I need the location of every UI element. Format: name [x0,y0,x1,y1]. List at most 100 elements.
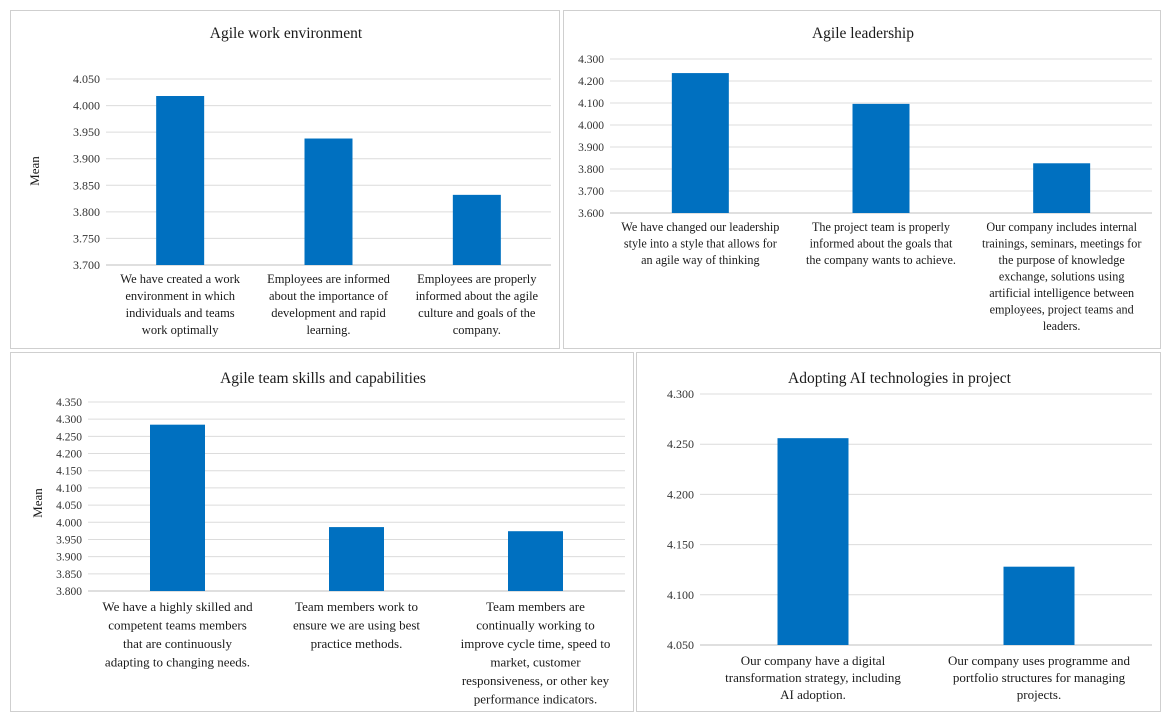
y-tick-label: 4.100 [578,98,604,110]
bar-2 [304,138,353,265]
chart-panel-agile-team-skills: Agile team skills and capabilities 3.800 3… [10,352,634,712]
y-tick-label: 3.900 [56,552,82,564]
y-tick-label: 4.100 [667,588,694,602]
bar-2 [329,527,384,591]
y-tick-label: 4.200 [667,487,694,501]
category-label-line: responsiveness, or other key [462,673,610,688]
y-tick-label: 3.800 [73,205,100,219]
category-label-line: transformation strategy, including [725,670,901,685]
category-label-1: We have created a work environment in whi… [120,272,241,337]
bar-2 [1003,566,1075,645]
chart-svg-agile-work-environment: Agile work environment 3.700 3.750 3.800 3.8… [27,25,551,337]
category-label-line: employees, project teams and [990,303,1134,317]
chart-title: Agile team skills and capabilities [220,370,426,387]
y-tick-label: 4.350 [56,397,82,409]
category-label-3: Our company includes internal trainings, … [982,220,1141,333]
y-tick-label: 4.250 [56,431,82,443]
chart-svg-adopting-ai: Adopting AI technologies in project 4.050… [667,370,1152,702]
category-label-line: Our company uses programme and [948,653,1130,668]
y-tick-label: 4.000 [578,120,604,132]
y-tick-label: 3.600 [578,208,604,220]
y-tick-label: 4.200 [578,76,604,88]
category-label-line: the purpose of knowledge [999,253,1125,267]
y-axis-label: Mean [30,488,45,518]
category-label-line: performance indicators. [474,692,597,707]
category-label-line: informed about the agile [416,289,539,303]
y-tick-label: 4.050 [667,638,694,652]
category-label-line: Employees are properly [417,272,537,286]
bar-1 [671,73,729,213]
y-tick-label: 4.300 [56,414,82,426]
y-tick-label: 3.950 [56,534,82,546]
category-label-line: about the importance of [269,289,389,303]
y-tick-label: 3.800 [578,164,604,176]
bar-3 [508,531,563,591]
category-label-line: environment in which [125,289,235,303]
y-tick-label: 4.000 [56,517,82,529]
category-label-line: projects. [1017,687,1061,702]
chart-svg-agile-team-skills: Agile team skills and capabilities 3.800 3… [30,370,625,707]
category-label-3: Team members are continually working to im… [461,599,611,707]
y-tick-label: 4.050 [73,72,100,86]
category-label-line: the company wants to achieve. [806,253,956,267]
bar-2 [852,103,910,213]
category-label-line: Our company includes internal [986,220,1137,234]
category-label-line: informed about the goals that [810,237,953,251]
category-label-line: Our company have a digital [741,653,886,668]
chart-title: Agile work environment [210,25,363,42]
y-tick-label: 3.750 [73,231,100,245]
bar-3 [1033,163,1091,213]
y-tick-label: 3.900 [578,142,604,154]
chart-panel-adopting-ai: Adopting AI technologies in project 4.050… [636,352,1161,712]
chart-panel-agile-work-environment: Agile work environment 3.700 3.750 3.800 3.8… [10,10,560,349]
y-tick-label: 4.250 [667,437,694,451]
bar-1 [150,424,205,591]
y-tick-label: 3.900 [73,152,100,166]
y-tick-label: 4.000 [73,99,100,113]
y-tick-label: 4.050 [56,500,82,512]
y-tick-label: 3.700 [578,186,604,198]
y-tick-label: 3.950 [73,125,100,139]
y-tick-label: 4.100 [56,483,82,495]
category-label-line: work optimally [142,323,219,337]
category-label-line: We have created a work [120,272,241,286]
category-label-line: artificial intelligence between [989,286,1134,300]
y-tick-label: 3.800 [56,586,82,598]
chart-title: Adopting AI technologies in project [788,370,1012,387]
category-label-2: The project team is properly informed abo… [806,220,956,267]
category-label-2: Employees are informed about the importan… [267,272,391,337]
category-label-line: development and rapid [271,306,386,320]
y-tick-label: 4.150 [56,466,82,478]
y-tick-label: 4.150 [667,538,694,552]
category-label-line: learning. [306,323,350,337]
bar-1 [156,96,205,266]
category-label-line: ensure we are using best [293,618,420,633]
y-tick-label: 3.850 [73,178,100,192]
category-label-line: culture and goals of the [418,306,536,320]
category-label-line: leaders. [1043,319,1081,333]
bar-3 [452,194,501,265]
y-tick-label: 4.200 [56,449,82,461]
chart-svg-agile-leadership: Agile leadership 3.600 3.700 3.800 3.900 4.00… [578,25,1152,333]
y-tick-label: 4.300 [578,54,604,66]
category-label-line: practice methods. [311,636,403,651]
category-label-line: company. [453,323,501,337]
y-tick-label: 4.300 [667,387,694,401]
category-label-2: Our company uses programme and portfolio … [948,653,1130,702]
category-label-1: Our company have a digital transformation… [725,653,901,702]
category-label-1: We have changed our leadership style into… [621,220,779,267]
chart-panel-agile-leadership: Agile leadership 3.600 3.700 3.800 3.900 4.00… [563,10,1161,349]
category-label-line: an agile way of thinking [641,253,759,267]
category-label-line: AI adoption. [780,687,846,702]
category-label-line: We have a highly skilled and [102,599,253,614]
category-label-line: trainings, seminars, meetings for [982,237,1141,251]
category-label-line: The project team is properly [812,220,951,234]
category-label-line: competent teams members [108,618,247,633]
category-label-line: Team members are [486,599,585,614]
category-label-line: style into a style that allows for [624,237,777,251]
category-label-line: individuals and teams [126,306,235,320]
category-label-1: We have a highly skilled and competent te… [102,599,253,670]
category-label-line: that are continuously [123,636,233,651]
y-axis-label: Mean [27,156,42,186]
category-label-line: Employees are informed [267,272,391,286]
